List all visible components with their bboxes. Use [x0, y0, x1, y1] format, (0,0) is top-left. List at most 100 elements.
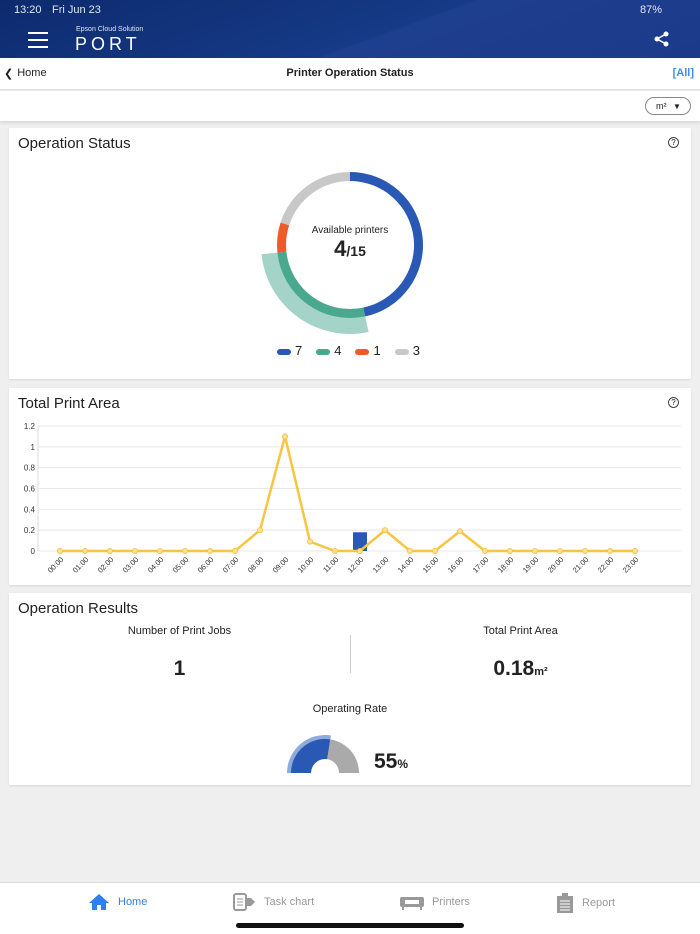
x-tick-label: 18:00 [496, 555, 516, 575]
tab-label: Printers [432, 896, 470, 908]
x-tick-label: 11:00 [321, 555, 340, 574]
status-donut [261, 172, 423, 334]
data-point [557, 548, 563, 554]
data-point [282, 433, 288, 440]
brand-subtitle: Epson Cloud Solution [76, 26, 144, 33]
chevron-left-icon: ❮ [4, 68, 14, 80]
x-tick-label: 22:00 [596, 555, 616, 575]
data-point [57, 548, 63, 554]
rate-label: Operating Rate [312, 703, 388, 715]
card-title: Total Print Area [18, 395, 120, 412]
page-title: Printer Operation Status [286, 67, 414, 79]
x-tick-label: 08:00 [246, 555, 266, 575]
y-tick-label: 0.2 [24, 526, 36, 535]
x-tick-label: 19:00 [521, 555, 541, 575]
tab-label: Report [582, 897, 616, 909]
x-tick-label: 09:00 [271, 555, 291, 575]
unit-select[interactable]: m² ▼ [645, 97, 691, 115]
x-tick-label: 13:00 [371, 555, 391, 575]
legend-item: 1 [355, 343, 381, 358]
y-tick-label: 0.4 [24, 505, 36, 514]
x-tick-label: 10:00 [296, 555, 316, 575]
donut-label: Available printers [311, 225, 389, 236]
task-chart-icon [233, 893, 255, 911]
dropdown-arrow-icon: ▼ [673, 102, 681, 111]
series-line [60, 436, 635, 553]
data-point [382, 527, 388, 534]
x-tick-label: 00:00 [46, 555, 66, 575]
data-point [432, 548, 438, 554]
x-tick-label: 17:00 [471, 555, 491, 575]
x-tick-label: 15:00 [421, 555, 441, 575]
data-point [232, 548, 238, 554]
print-area-chart: 0 0.2 0.4 0.6 0.8 1 1.2 00:00 01:00 02:00 03:00 04:… [24, 422, 681, 575]
x-tick-label: 16:00 [446, 555, 466, 575]
y-tick-label: 0.6 [24, 485, 36, 494]
tab-printers[interactable]: Printers [400, 893, 470, 911]
printer-icon [400, 897, 424, 910]
brand-logo: PORT [75, 34, 141, 54]
legend-item: 7 [277, 343, 302, 358]
data-point [407, 548, 413, 554]
filter-all-button[interactable]: [All] [672, 67, 694, 79]
data-point [207, 548, 213, 554]
data-point [182, 548, 188, 554]
card-title: Operation Results [18, 600, 139, 617]
data-point [532, 548, 538, 554]
y-tick-label: 1 [31, 443, 36, 452]
data-point [132, 548, 138, 554]
available-count: 4/15 [334, 236, 366, 261]
nav-bar: ❮ Home Printer Operation Status [All] [0, 58, 700, 90]
data-point [607, 548, 613, 554]
x-tick-label: 20:00 [546, 555, 566, 575]
tab-label: Task chart [264, 896, 315, 908]
x-tick-label: 07:00 [221, 555, 241, 575]
donut-segment [350, 172, 423, 317]
x-tick-label: 21:00 [571, 555, 591, 575]
x-tick-label: 06:00 [196, 555, 216, 575]
x-tick-label: 02:00 [96, 555, 116, 575]
data-point [307, 538, 313, 545]
help-icon[interactable]: ? [668, 137, 679, 148]
gauge-remaining [327, 739, 359, 773]
tab-label: Home [118, 896, 148, 908]
rate-value: 55% [374, 750, 409, 773]
tab-bar: Home Task chart Printers Report [0, 882, 700, 934]
share-icon[interactable] [654, 31, 670, 47]
x-tick-label: 12:00 [346, 555, 366, 575]
tab-task-chart[interactable]: Task chart [232, 893, 314, 911]
x-tick-label: 04:00 [146, 555, 166, 575]
data-point [257, 527, 263, 534]
tab-report[interactable]: Report [556, 893, 615, 913]
donut-segment [280, 172, 350, 226]
data-point [632, 548, 638, 554]
operation-results-card: Operation Results Number of Print Jobs 1… [9, 593, 691, 785]
x-tick-label: 01:00 [71, 555, 91, 575]
home-icon [89, 894, 109, 910]
tab-home[interactable]: Home [88, 893, 147, 911]
unit-value: m² [656, 101, 667, 111]
divider [350, 635, 351, 673]
data-point [332, 548, 338, 554]
back-label: Home [17, 67, 47, 79]
report-icon [557, 893, 573, 913]
y-tick-label: 0 [31, 547, 36, 556]
back-button[interactable]: ❮ Home [4, 67, 47, 80]
legend-swatch [355, 348, 370, 355]
legend-item: 4 [316, 343, 341, 358]
donut-segment [277, 222, 290, 253]
data-point [507, 548, 513, 554]
gauge-fill [291, 739, 331, 773]
y-tick-label: 0.8 [24, 464, 36, 473]
donut-segment [277, 251, 366, 318]
legend-swatch [316, 348, 331, 355]
data-point [482, 548, 488, 554]
segment-highlight [261, 251, 369, 334]
bar [353, 532, 367, 551]
data-point [357, 548, 363, 554]
x-tick-label: 05:00 [171, 555, 191, 575]
menu-button[interactable] [28, 32, 48, 53]
print-area-card: Total Print Area ? 0 0.2 0.4 0.6 0.8 1 1.2 00:0… [9, 388, 691, 585]
help-icon[interactable]: ? [668, 397, 679, 408]
